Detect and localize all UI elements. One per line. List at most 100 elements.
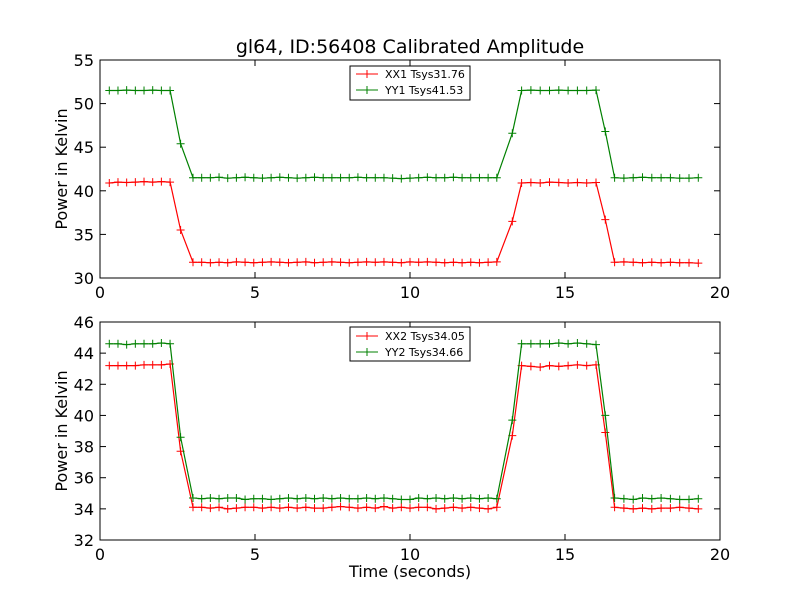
top-series-0-point: [345, 258, 354, 267]
top-series-0-point: [371, 258, 380, 267]
bottom-series-0-point: [449, 503, 458, 512]
bottom-series-1-point: [484, 493, 493, 502]
top-series-1-point: [215, 173, 224, 182]
bottom-series-0-point: [206, 504, 215, 513]
bottom-series-0-point: [629, 504, 638, 513]
bottom-series-1-point: [122, 340, 131, 349]
top-series-1-point: [466, 173, 475, 182]
bottom-series-1-point: [157, 339, 166, 348]
bottom-series-1-point: [223, 493, 232, 502]
top-series-0-point: [258, 258, 267, 267]
top-series-1-point: [241, 173, 250, 182]
bottom-x-tick-label: 15: [555, 545, 575, 564]
bottom-series-0-point: [293, 504, 302, 513]
top-series-1-point: [517, 86, 526, 95]
top-series-1-point: [232, 173, 241, 182]
top-series-0-point: [526, 178, 535, 187]
top-series-1-point: [336, 173, 345, 182]
bottom-series-0-point: [466, 503, 475, 512]
bottom-series-1-point: [258, 494, 267, 503]
bottom-series-1-point: [629, 495, 638, 504]
bottom-plot-frame: [99, 321, 721, 541]
top-series-1-point: [379, 173, 388, 182]
top-series-1-point: [293, 174, 302, 183]
top-x-tick-label: 15: [555, 283, 575, 302]
top-legend-label-xx1: XX1 Tsys31.76: [385, 68, 465, 81]
bottom-series-1-point: [647, 494, 656, 503]
bottom-series-1-point: [432, 493, 441, 502]
bottom-series-1-point: [675, 495, 684, 504]
bottom-series-0-point: [362, 503, 371, 512]
top-legend-label-yy1: YY1 Tsys41.53: [384, 84, 463, 97]
top-legend-box: [349, 65, 471, 101]
top-series-0-point: [492, 257, 501, 266]
bottom-series-1-point: [458, 494, 467, 503]
bottom-y-axis-label: Power in Kelvin: [52, 370, 71, 491]
top-series-1-point: [345, 173, 354, 182]
top-series-1-point: [206, 173, 215, 182]
top-series-1-point: [414, 173, 423, 182]
top-series-1-point: [554, 86, 563, 95]
top-series-1-point: [432, 173, 441, 182]
bottom-series-0-point: [526, 362, 535, 371]
top-series-1-point: [545, 86, 554, 95]
top-series-1-point: [406, 174, 414, 183]
bottom-series-1-point: [148, 339, 157, 348]
bottom-series-1-point: [526, 339, 535, 348]
top-series-1-point: [166, 86, 175, 95]
top-series-1-point: [267, 173, 276, 182]
top-plot-frame: [99, 59, 721, 279]
top-series-1-point: [610, 173, 619, 182]
top-series-0-point: [610, 258, 619, 267]
bottom-series-0-point: [638, 504, 647, 513]
top-series-0-point: [449, 258, 458, 267]
bottom-series-0-point: [241, 503, 250, 512]
top-series-0-point: [397, 258, 406, 267]
top-series-1-point: [140, 86, 149, 95]
top-series-1-point: [157, 86, 166, 95]
bottom-series-1-point: [105, 339, 114, 348]
bottom-series-0-point: [371, 504, 380, 513]
bottom-series-0-point: [310, 504, 319, 513]
bottom-y-tick-label: 36: [74, 469, 94, 488]
bottom-y-tick-label: 42: [74, 375, 94, 394]
top-series-1-point: [440, 173, 449, 182]
bottom-series-0-point: [319, 504, 328, 513]
bottom-series-1-point: [310, 494, 319, 503]
top-y-axis-label: Power in Kelvin: [52, 108, 71, 229]
bottom-series-0-point: [353, 504, 362, 513]
bottom-series-0-point: [122, 361, 131, 370]
bottom-y-tick-label: 32: [74, 531, 94, 550]
top-series-0-point: [140, 177, 149, 186]
bottom-series-0-point: [157, 360, 166, 369]
top-series-0-point: [197, 258, 206, 267]
bottom-series-1-point: [327, 494, 336, 503]
bottom-y-tick-label: 40: [74, 406, 94, 425]
top-series-0-point: [657, 258, 666, 267]
top-series-1-point: [526, 86, 535, 95]
top-series-0-point: [327, 257, 336, 266]
top-series-1-point: [423, 173, 432, 182]
chart-title: gl64, ID:56408 Calibrated Amplitude: [236, 36, 584, 58]
top-series-0-point: [675, 258, 684, 267]
top-x-tick-label: 10: [400, 283, 420, 302]
top-series-1-point: [362, 173, 371, 182]
bottom-series-0-point: [275, 504, 284, 513]
bottom-series-0-point: [647, 504, 656, 513]
bottom-series-1-point: [113, 339, 122, 348]
bottom-series-0-point: [189, 503, 197, 512]
bottom-series-0-point: [406, 504, 414, 513]
x-axis-label: Time (seconds): [348, 562, 471, 581]
bottom-x-tick-label: 10: [400, 545, 420, 564]
top-series-0-point: [564, 178, 573, 187]
bottom-series-1-point: [249, 494, 258, 503]
bottom-series-1-point: [362, 493, 371, 502]
top-series-0-point: [241, 258, 250, 267]
top-series-0-point: [148, 178, 157, 187]
top-y-tick-label: 40: [74, 182, 94, 201]
top-series-1-point: [536, 86, 545, 95]
bottom-series-0-point: [258, 504, 267, 513]
bottom-y-tick-label: 46: [74, 313, 94, 332]
top-series-1-point: [666, 173, 675, 182]
top-series-1-point: [388, 174, 397, 183]
